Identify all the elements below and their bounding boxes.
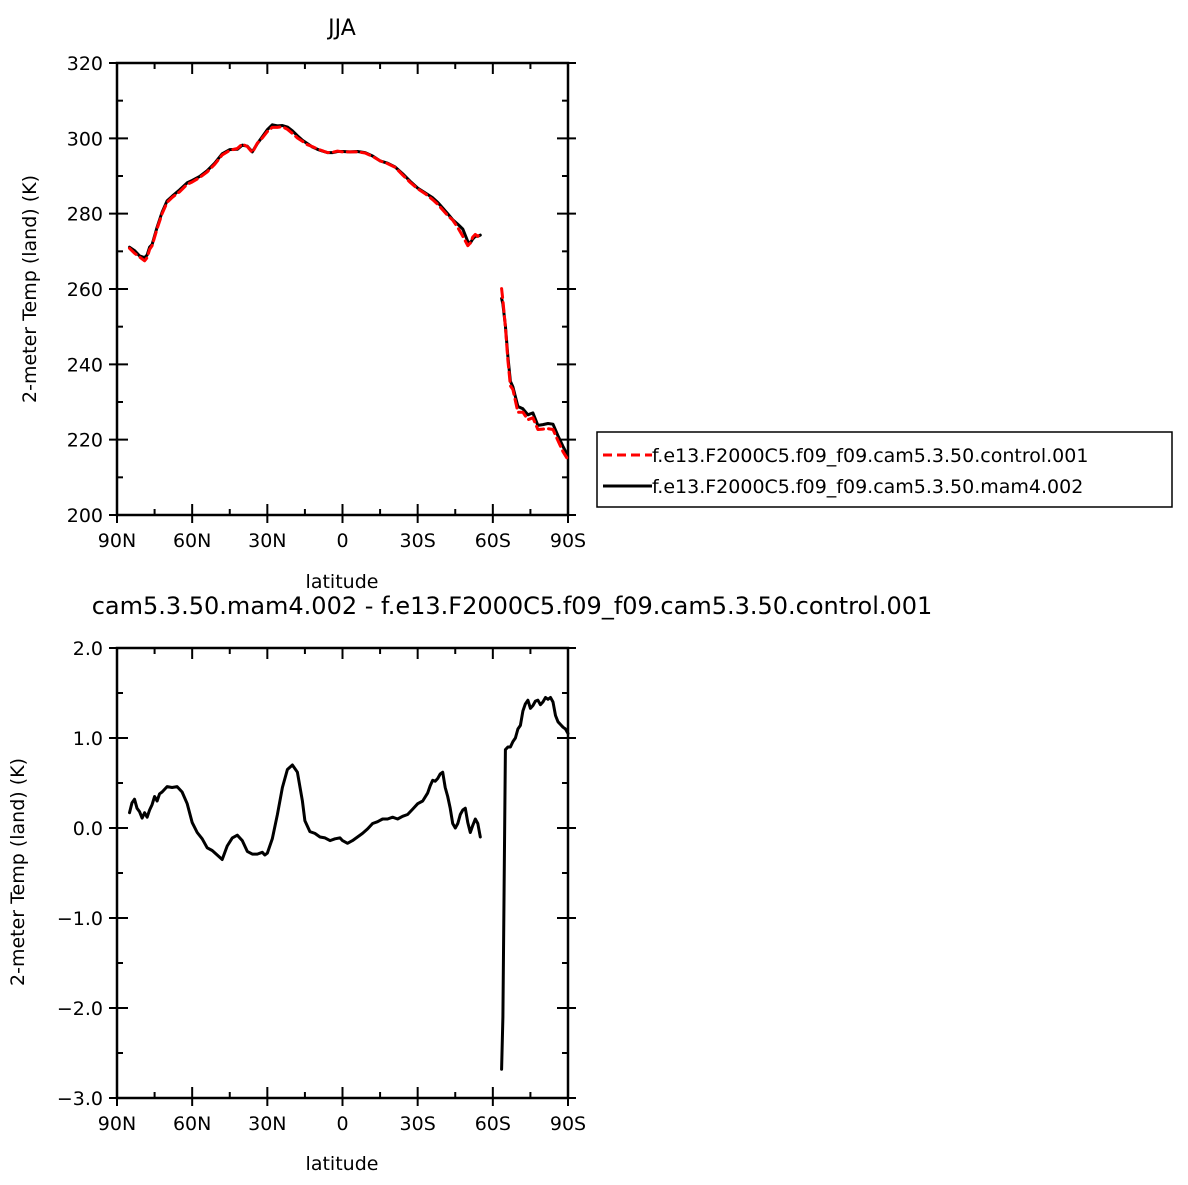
- bottom-y-tick-label: 1.0: [73, 728, 103, 750]
- bottom-x-tick-label: 30N: [248, 1113, 286, 1135]
- top-y-tick-label: 320: [67, 53, 103, 75]
- bottom-y-tick-label: −1.0: [57, 908, 103, 930]
- top-x-tick-label: 30S: [400, 530, 436, 552]
- top-plot-area: 90N 60N 30N 0 30S 60S 90S 200 220 240 260 280 300 320: [67, 53, 586, 552]
- top-x-tick-label: 0: [336, 530, 348, 552]
- top-series-0-line: [128, 125, 482, 263]
- bottom-plot-area: 90N 60N 30N 0 30S 60S 90S −3.0 −2.0 −1.0 0.0 1.0 2.0: [57, 638, 586, 1135]
- bottom-series-0-line: [128, 763, 482, 861]
- bottom-y-axis-label: 2-meter Temp (land) (K): [7, 758, 29, 986]
- top-y-axis-label: 2-meter Temp (land) (K): [19, 175, 41, 403]
- bottom-x-tick-label: 60S: [475, 1113, 511, 1135]
- legend-box: [596, 431, 1173, 508]
- bottom-x-axis-label: latitude: [306, 1153, 379, 1175]
- bottom-x-tick-label: 60N: [173, 1113, 211, 1135]
- bottom-series-0-line: [500, 696, 570, 1071]
- bottom-y-tick-label: −2.0: [57, 998, 103, 1020]
- top-y-tick-label: 260: [67, 279, 103, 301]
- top-series-0-line: [500, 287, 569, 460]
- top-y-tick-label: 300: [67, 128, 103, 150]
- top-x-axis-label: latitude: [306, 571, 379, 593]
- top-x-tick-label: 90S: [550, 530, 586, 552]
- top-y-tick-label: 240: [67, 354, 103, 376]
- bottom-y-tick-label: 2.0: [73, 638, 103, 660]
- bottom-y-tick-label: −3.0: [57, 1088, 103, 1110]
- bottom-x-tick-label: 90S: [550, 1113, 586, 1135]
- bottom-x-tick-label: 30S: [400, 1113, 436, 1135]
- bottom-x-tick-label: 90N: [98, 1113, 136, 1135]
- top-series-1-line: [500, 296, 569, 456]
- top-x-tick-label: 90N: [98, 530, 136, 552]
- bottom-x-tick-label: 0: [336, 1113, 348, 1135]
- top-y-tick-label: 200: [67, 505, 103, 527]
- bottom-chart-title: cam5.3.50.mam4.002 - f.e13.F2000C5.f09_f…: [92, 592, 933, 620]
- bottom-y-tick-label: 0.0: [73, 818, 103, 840]
- top-chart-title: JJA: [326, 16, 356, 41]
- legend-label-control: f.e13.F2000C5.f09_f09.cam5.3.50.control.…: [652, 445, 1088, 467]
- top-y-tick-label: 220: [67, 430, 103, 452]
- top-x-tick-label: 60S: [475, 530, 511, 552]
- top-y-tick-label: 280: [67, 204, 103, 226]
- legend: f.e13.F2000C5.f09_f09.cam5.3.50.control.…: [596, 431, 1173, 508]
- bottom-plot-frame: [115, 646, 570, 1100]
- top-x-tick-label: 30N: [248, 530, 286, 552]
- bottom-panel-chart: cam5.3.50.mam4.002 - f.e13.F2000C5.f09_f…: [7, 592, 932, 1175]
- legend-label-mam4: f.e13.F2000C5.f09_f09.cam5.3.50.mam4.002: [652, 476, 1083, 498]
- top-panel-chart: JJA 90N 60N 30N 0 30S 60S 90S 200 220 240 260 280 30…: [19, 16, 586, 593]
- top-x-tick-label: 60N: [173, 530, 211, 552]
